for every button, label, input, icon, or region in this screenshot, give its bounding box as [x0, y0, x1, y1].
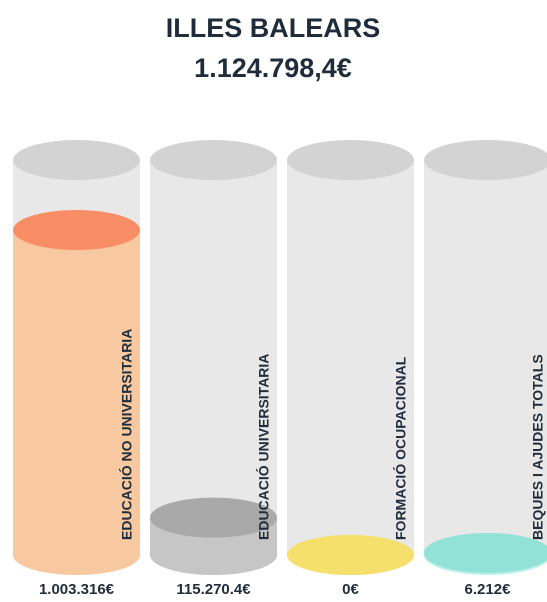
category-label: FORMACIÓ OCUPACIONAL: [392, 356, 409, 540]
fill-top: [287, 535, 414, 575]
cylinder-body: [424, 160, 547, 555]
chart-title: ILLES BALEARS: [166, 13, 381, 43]
fill-top: [13, 210, 140, 250]
value-label: 6.212€: [465, 581, 512, 598]
cylinder-top: [150, 140, 277, 180]
fill-top: [424, 532, 547, 573]
cylinder: [13, 140, 140, 575]
fill-top: [150, 497, 277, 538]
category-label: EDUCACIÓ UNIVERSITARIA: [255, 354, 272, 540]
fill-bottom: [150, 535, 277, 575]
cylinder: [150, 140, 277, 575]
cylinder-top: [424, 140, 547, 180]
chart-subtitle: 1.124.798,4€: [194, 53, 352, 83]
cylinder-body: [150, 160, 277, 555]
category-label: BEQUES I AJUDES TOTALS: [530, 354, 546, 540]
fill-bottom: [13, 535, 140, 575]
cylinder: [287, 140, 414, 575]
value-label: 1.003.316€: [39, 581, 115, 598]
fill-body: [13, 230, 140, 555]
cylinder: [424, 140, 547, 575]
category-label: EDUCACIÓ NO UNIVERSITARIA: [118, 329, 135, 540]
value-label: 115.270.4€: [176, 581, 251, 598]
cylinder-top: [287, 140, 414, 180]
cylinder-top: [13, 140, 140, 180]
cylinder-body: [287, 160, 414, 555]
value-label: 0€: [342, 581, 359, 598]
